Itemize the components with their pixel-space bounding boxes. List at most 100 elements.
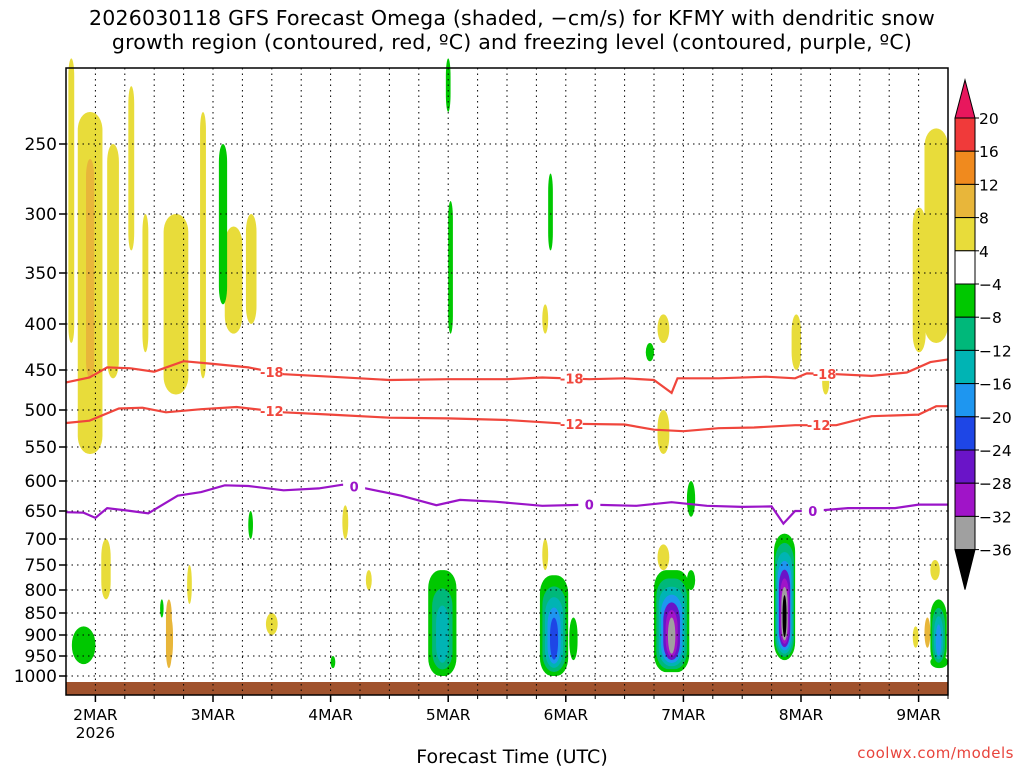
streak-16 (542, 304, 549, 334)
green-9 (569, 617, 578, 661)
cell-8mar-layer-7 (782, 595, 787, 638)
green-10 (645, 343, 654, 362)
y-tick-label-450: 450 (25, 361, 57, 381)
streak-21 (791, 314, 801, 370)
streak-26 (912, 626, 919, 648)
x-tick-label-8MAR: 8MAR (779, 706, 824, 724)
streak-19 (657, 410, 670, 455)
streak-14 (342, 505, 349, 539)
green-1 (71, 626, 96, 665)
omega-colorbar: 20 16 12 8 4 −4 −8 −12 −16 −20 −24 −28 −32 −36 (954, 78, 1012, 590)
y-tick-label-250: 250 (25, 135, 57, 155)
y-axis: 2503003504004505005506006507007508008509… (14, 135, 66, 687)
colorbar-swatch-5 (954, 250, 976, 285)
colorbar-label-2: 12 (979, 176, 999, 194)
y-tick-label-1000: 1000 (14, 667, 57, 687)
cell-6mar-layer-4 (550, 617, 559, 660)
y-tick-label-300: 300 (25, 205, 57, 225)
x-tick-label-7MAR: 7MAR (661, 706, 706, 724)
green-2 (160, 599, 164, 618)
cell-9mar-layer-3 (935, 624, 942, 656)
x-tick-label-6MAR: 6MAR (543, 706, 588, 724)
colorbar-label-5: −4 (979, 276, 1002, 294)
colorbar-swatch-6 (954, 283, 976, 318)
streak-8 (224, 226, 243, 334)
colorbar-bottom-arrow (954, 549, 976, 590)
y-tick-label-900: 900 (25, 626, 57, 646)
contour-label-bg-freezing_level-2 (801, 503, 824, 518)
contour-label-bg-dgz_minus12-0 (260, 402, 283, 418)
streak-10 (101, 539, 111, 600)
streak-9 (245, 214, 257, 324)
chart-title: 2026030118 GFS Forecast Omega (shaded, −… (0, 6, 1024, 54)
contour-label-dgz_minus18-2: -18 (813, 368, 837, 383)
green-7 (448, 200, 453, 334)
streak-23 (912, 207, 926, 353)
y-tick-label-400: 400 (25, 315, 57, 335)
cell-7mar-layer-6 (667, 617, 676, 654)
streak-1 (68, 58, 75, 344)
orange-core-2mar (85, 159, 95, 379)
streak-18 (657, 314, 670, 344)
colorbar-swatch-8 (954, 349, 976, 385)
green-5 (330, 656, 336, 669)
cell-5mar-layer-2 (436, 605, 449, 663)
y-tick-label-950: 950 (25, 647, 57, 667)
y-tick-label-350: 350 (25, 264, 57, 284)
x-tick-label-3MAR: 3MAR (191, 706, 236, 724)
green-8 (548, 173, 553, 251)
contour-label-dgz_minus12-2: -12 (807, 419, 831, 434)
streak-7 (200, 111, 206, 379)
colorbar-swatch-3 (954, 183, 976, 219)
y-tick-label-650: 650 (25, 502, 57, 522)
colorbar-swatch-11 (954, 449, 976, 484)
colorbar-label-7: −12 (979, 342, 1012, 360)
streak-20 (657, 544, 670, 571)
credit-link[interactable]: coolwx.com/models (857, 744, 1014, 762)
contour-label-bg-dgz_minus18-2 (813, 365, 836, 381)
y-tick-label-500: 500 (25, 401, 57, 421)
colorbar-label-8: −16 (979, 376, 1012, 394)
streak-5 (142, 214, 149, 353)
contour-label-dgz_minus12-0: -12 (260, 405, 284, 420)
colorbar-swatch-2 (954, 150, 976, 185)
contour-label-bg-dgz_minus12-1 (560, 415, 583, 431)
x-tick-sublabel-year: 2026 (76, 724, 115, 742)
colorbar-swatch-13 (954, 515, 976, 551)
contour-label-bg-dgz_minus18-1 (560, 370, 583, 386)
contour-label-freezing_level-1: 0 (585, 499, 594, 514)
contour-label-freezing_level-0: 0 (350, 481, 359, 496)
orange-core-3mar (168, 617, 174, 661)
colorbar-swatch-7 (954, 316, 976, 351)
y-tick-label-750: 750 (25, 556, 57, 576)
grid-lines (66, 68, 949, 695)
colorbar-label-0: 20 (979, 110, 999, 128)
colorbar-label-13: −36 (979, 542, 1012, 560)
title-line-2: growth region (contoured, red, ºC) and f… (111, 30, 913, 54)
contour-label-dgz_minus18-1: -18 (560, 373, 584, 388)
green-11 (686, 481, 696, 517)
ground-surface (66, 682, 948, 695)
colorbar-label-9: −20 (979, 409, 1012, 427)
green-3 (218, 144, 228, 305)
colorbar-swatch-9 (954, 383, 976, 418)
title-line-1: 2026030118 GFS Forecast Omega (shaded, −… (88, 6, 935, 30)
colorbar-top-arrow (954, 78, 976, 119)
streak-3 (107, 144, 119, 379)
x-tick-label-2MAR: 2MAR (73, 706, 118, 724)
colorbar-label-10: −24 (979, 442, 1012, 460)
x-tick-label-4MAR: 4MAR (308, 706, 353, 724)
y-tick-label-800: 800 (25, 581, 57, 601)
streak-24 (924, 128, 948, 344)
y-tick-label-700: 700 (25, 530, 57, 550)
contour-label-bg-freezing_level-0 (343, 478, 366, 494)
streak-6 (163, 214, 189, 395)
x-axis-label: Forecast Time (UTC) (416, 746, 608, 768)
x-axis: 2MAR 3MAR 4MAR 5MAR 6MAR 7MAR 8MAR 9MAR 2026 (73, 695, 949, 742)
contour-label-bg-dgz_minus12-2 (807, 417, 830, 433)
colorbar-swatch-10 (954, 416, 976, 451)
contour-label-bg-dgz_minus18-0 (260, 363, 283, 379)
y-tick-label-600: 600 (25, 472, 57, 492)
colorbar-label-12: −32 (979, 508, 1012, 526)
